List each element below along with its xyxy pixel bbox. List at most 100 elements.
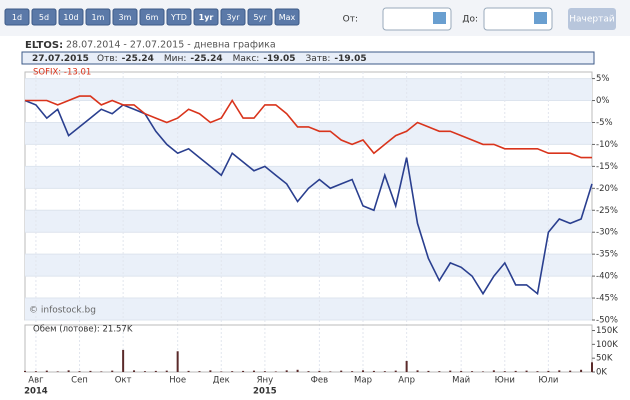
volume-bar [24, 370, 26, 372]
range-button-label: 10d [63, 13, 78, 22]
info-label: Макс: [233, 54, 260, 64]
series-line [25, 95, 592, 159]
volume-tick-label: 50K [596, 354, 613, 364]
y-tick-label: 5% [596, 74, 610, 84]
volume-bar [492, 370, 495, 372]
range-button-label: 1yr [199, 13, 214, 22]
volume-bar [503, 371, 506, 372]
info-value: -19.05 [263, 54, 295, 64]
range-button[interactable] [31, 8, 57, 26]
info-bar [21, 51, 595, 65]
info-label: Мин: [164, 54, 187, 64]
info-value: -25.24 [122, 54, 154, 64]
y-tick-label: -45% [596, 294, 618, 304]
symbol: ELTOS: [25, 40, 63, 51]
volume-bar [154, 370, 157, 372]
calendar-icon[interactable] [534, 12, 547, 24]
volume-bar [536, 371, 539, 372]
volume-bar [176, 351, 179, 372]
grid-band [25, 210, 592, 233]
range-button[interactable] [274, 8, 300, 26]
x-tick-label: Яну [257, 376, 274, 386]
range-button[interactable] [139, 8, 165, 26]
calendar-icon[interactable] [433, 12, 446, 24]
volume-bar [558, 370, 561, 372]
volume-bar [471, 371, 474, 372]
range-button[interactable] [112, 8, 138, 26]
legend-entry: SOFIX: -13.01 [33, 68, 91, 78]
volume-bar [307, 371, 310, 372]
volume-bar [143, 371, 146, 372]
range-button[interactable] [166, 8, 192, 26]
range-button-label: 1d [12, 13, 22, 22]
range-button[interactable] [58, 8, 84, 26]
info-value: -19.05 [334, 54, 366, 64]
volume-label: Обем (лотове): 21.57K [33, 325, 133, 335]
range-button[interactable] [85, 8, 111, 26]
volume-bar [383, 371, 386, 372]
volume-bar [242, 370, 245, 372]
period: 28.07.2014 - 27.07.2015 - дневна графика [66, 40, 276, 51]
range-button[interactable] [4, 8, 30, 26]
volume-tick-label: 0K [596, 368, 607, 378]
range-button-label: 5d [39, 13, 49, 22]
volume-bar [111, 370, 114, 372]
volume-bar [351, 371, 354, 372]
volume-bar [122, 349, 125, 372]
range-button[interactable] [193, 8, 219, 26]
range-button-label: YTD [170, 13, 187, 22]
y-tick-label: -40% [596, 272, 618, 282]
volume-bar [318, 370, 321, 372]
range-button-label: 6m [146, 13, 159, 22]
from-label: От: [343, 15, 358, 25]
volume-bar [209, 370, 212, 372]
y-tick-label: -35% [596, 250, 618, 260]
volume-bar [525, 370, 528, 372]
volume-bar [198, 371, 201, 372]
submit-button[interactable] [568, 8, 616, 30]
x-tick-label: Мар [354, 376, 372, 386]
volume-bar [45, 370, 48, 372]
range-button-label: Max [279, 13, 296, 22]
x-tick-label: Дек [213, 376, 230, 386]
y-tick-label: -30% [596, 228, 618, 238]
grid-band [25, 298, 592, 320]
volume-bar [394, 370, 397, 372]
range-button[interactable] [247, 8, 273, 26]
y-tick-label: -50% [596, 316, 618, 326]
volume-bar [34, 371, 37, 372]
volume-bar [329, 371, 332, 372]
to-label: До: [462, 15, 478, 25]
y-tick-label: -25% [596, 206, 618, 216]
x-tick-label: Авг [28, 376, 44, 386]
volume-bar [569, 370, 572, 372]
volume-bar [274, 371, 277, 372]
grid-band [25, 166, 592, 189]
y-tick-label: -10% [596, 140, 618, 150]
volume-bar [514, 370, 517, 372]
volume-bar [252, 370, 255, 372]
volume-bar [220, 371, 223, 372]
info-label: Затв: [306, 54, 331, 64]
grid-band [25, 254, 592, 277]
volume-bar [591, 362, 593, 372]
y-tick-label: 0% [596, 96, 610, 106]
volume-bar [438, 371, 441, 372]
info-label: Отв: [97, 54, 118, 64]
volume-bar [285, 370, 288, 372]
volume-bar [405, 360, 408, 372]
x-year-label: 2014 [24, 387, 48, 397]
volume-bar [296, 369, 299, 372]
x-tick-label: Ное [169, 376, 186, 386]
watermark: © infostock.bg [29, 306, 96, 316]
volume-bar [481, 371, 484, 372]
volume-bar [416, 370, 419, 372]
volume-bar [231, 371, 234, 372]
range-button-label: 5yr [253, 13, 267, 22]
volume-tick-label: 100K [596, 340, 618, 350]
volume-bar [427, 370, 430, 372]
volume-bar [67, 370, 70, 372]
range-button[interactable] [220, 8, 246, 26]
